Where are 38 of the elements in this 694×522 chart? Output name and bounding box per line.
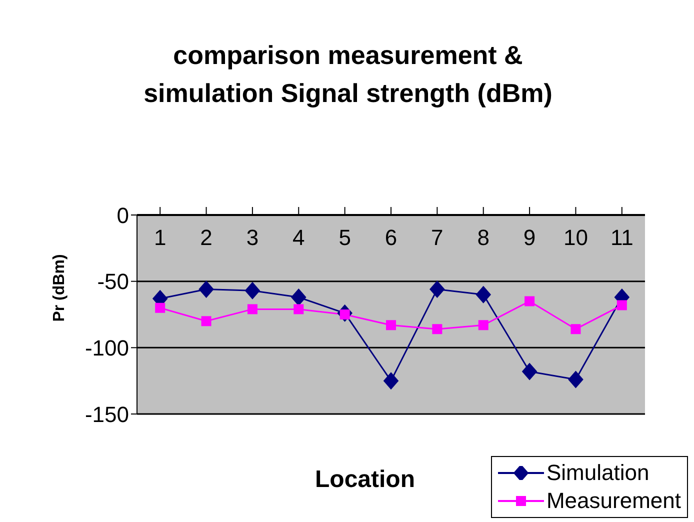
x-tick-label: 2 [200,225,212,250]
x-tick-label: 5 [338,225,351,250]
point [291,288,306,306]
legend-label: Measurement [546,487,681,515]
x-tick-label: 4 [292,225,305,250]
y-tick-label: -50 [97,269,129,294]
x-tick-label: 6 [384,225,398,250]
point [430,280,445,298]
x-tick-label: 11 [610,225,634,250]
point [247,304,258,314]
x-tick-label: 1 [154,225,166,250]
point [386,320,396,330]
y-axis-title: Pr (dBm) [51,254,69,322]
point [432,324,442,334]
point [478,320,488,330]
x-tick-label: 3 [246,225,259,250]
y-tick-label: 0 [116,202,129,228]
x-tick-label: 8 [477,225,490,250]
x-tick-label: 9 [523,225,536,250]
chart-title: comparison measurement & simulation Signal strength (dBm) [142,39,554,110]
x-axis-title: Location [315,466,415,494]
x-tick-label: 7 [431,225,444,250]
point [570,324,581,334]
point [522,363,538,380]
legend-label: Simulation [546,459,650,487]
x-tick-label: 10 [563,225,588,250]
y-tick-label: -150 [84,402,129,427]
point [201,316,212,326]
point [568,371,584,388]
point [616,300,627,310]
point [294,304,304,314]
point [198,280,214,298]
y-tick-label: -100 [84,335,129,360]
point [384,372,398,390]
point [476,286,491,304]
point [244,282,260,300]
point [524,296,535,306]
point [155,302,166,313]
